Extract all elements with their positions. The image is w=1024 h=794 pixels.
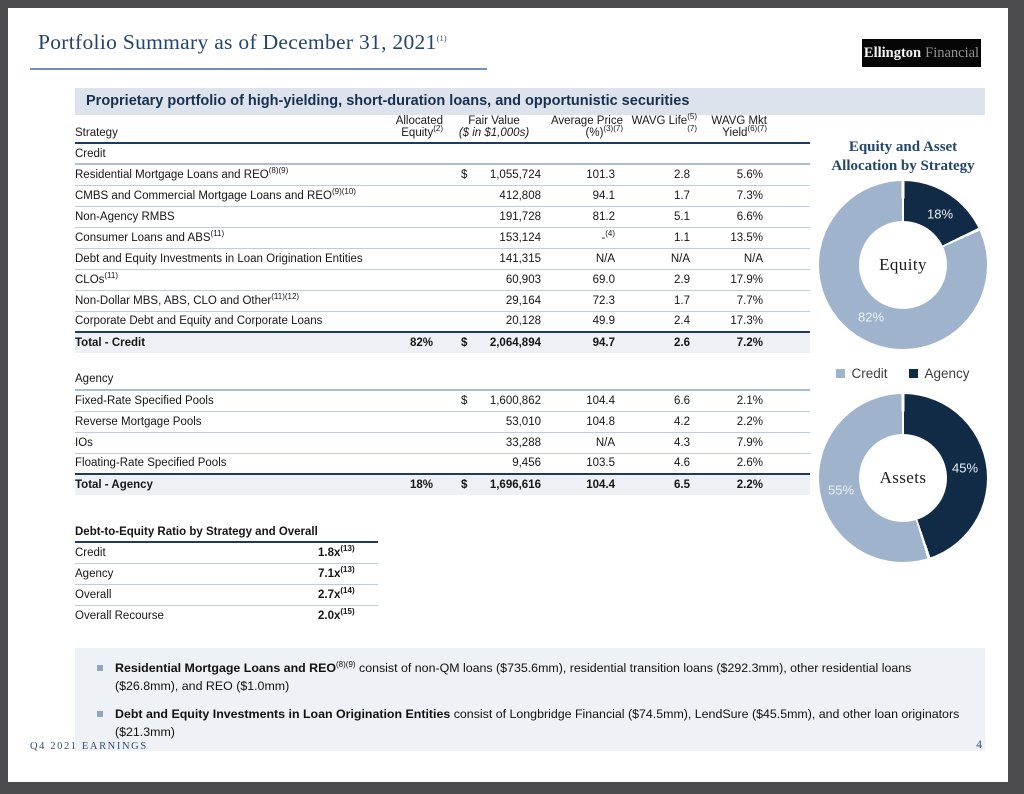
- section-credit: Credit: [75, 143, 810, 165]
- bullet-icon: [97, 710, 103, 717]
- footnotes-panel: Residential Mortgage Loans and REO(8)(9)…: [75, 648, 985, 752]
- slide: Portfolio Summary as of December 31, 202…: [8, 8, 1008, 782]
- table-row: Non-Agency RMBS 191,728 81.2 5.1 6.6%: [75, 206, 810, 228]
- agency-swatch-icon: [909, 369, 919, 378]
- table-row: Fixed-Rate Specified Pools $1,600,862 10…: [75, 390, 810, 412]
- chart-title: Equity and Asset Allocation by Strategy: [831, 139, 975, 174]
- col-header-wavg-mkt-yield: WAVG Mkt Yield(6)(7): [697, 115, 767, 144]
- col-header-average-price: Average Price (%)(3)(7): [545, 115, 623, 144]
- legend-item-agency: Agency: [909, 366, 970, 381]
- credit-swatch-icon: [836, 369, 846, 378]
- title-underline: [30, 68, 487, 70]
- logo-primary: Ellington: [863, 44, 922, 61]
- table-row: IOs 33,288 N/A 4.3 7.9%: [75, 432, 810, 454]
- table-row: CMBS and Commercial Mortgage Loans and R…: [75, 185, 810, 207]
- total-credit-row: Total - Credit 82% $2,064,894 94.7 2.6 7…: [75, 331, 810, 353]
- assets-center-label: Assets: [879, 467, 927, 487]
- col-header-wavg-life: WAVG Life(5)(7): [623, 113, 697, 144]
- assets-credit-pct-label: 55%: [827, 482, 855, 497]
- table-row: Credit 1.8x(13): [75, 542, 379, 564]
- equity-agency-pct-label: 18%: [926, 206, 954, 221]
- note-loan-origination: Debt and Equity Investments in Loan Orig…: [89, 705, 967, 742]
- equity-center-label: Equity: [879, 254, 927, 274]
- assets-donut-chart: 45% 55% Assets: [819, 393, 987, 562]
- table-row: Non-Dollar MBS, ABS, CLO and Other(11)(1…: [75, 290, 810, 312]
- table-row: CLOs(11) 60,903 69.0 2.9 17.9%: [75, 269, 810, 291]
- table-header-row: Strategy Allocated Equity(2) Fair Value …: [75, 113, 810, 144]
- assets-agency-pct-label: 45%: [951, 460, 979, 475]
- table-row: Floating-Rate Specified Pools 9,456 103.…: [75, 453, 810, 475]
- col-header-strategy: Strategy: [75, 115, 375, 144]
- page-title: Portfolio Summary as of December 31, 202…: [38, 30, 447, 54]
- equity-credit-pct-label: 82%: [857, 309, 885, 324]
- charts-panel: Equity and Asset Allocation by Strategy …: [807, 138, 999, 562]
- bullet-icon: [97, 665, 103, 671]
- table-row: Debt and Equity Investments in Loan Orig…: [75, 248, 810, 270]
- total-agency-row: Total - Agency 18% $1,696,616 104.4 6.5 …: [75, 473, 810, 495]
- portfolio-table: Strategy Allocated Equity(2) Fair Value …: [75, 113, 810, 495]
- footer-label: Q4 2021 EARNINGS: [30, 741, 148, 752]
- equity-donut-chart: 18% 82% Equity: [819, 180, 987, 349]
- table-row: Overall Recourse 2.0x(15): [75, 606, 355, 622]
- table-row: Corporate Debt and Equity and Corporate …: [75, 311, 810, 333]
- equity-donut-hole: Equity: [859, 220, 947, 309]
- note-residential: Residential Mortgage Loans and REO(8)(9)…: [89, 659, 967, 696]
- company-logo: Ellington Financial: [862, 39, 981, 67]
- assets-donut-hole: Assets: [859, 433, 947, 522]
- table-row: Consumer Loans and ABS(11) 153,124 -(4) …: [75, 227, 810, 249]
- chart-legend: Credit Agency: [807, 366, 999, 382]
- logo-secondary: Financial: [925, 44, 980, 61]
- legend-item-credit: Credit: [836, 366, 887, 381]
- col-header-allocated-equity: Allocated Equity(2): [375, 115, 443, 144]
- table-row: Reverse Mortgage Pools 53,010 104.8 4.2 …: [75, 411, 810, 433]
- banner-headline: Proprietary portfolio of high-yielding, …: [75, 88, 985, 115]
- section-agency: Agency: [75, 369, 810, 391]
- col-header-fair-value: Fair Value ($ in $1,000s): [443, 115, 545, 144]
- table-row: Agency 7.1x(13): [75, 563, 379, 585]
- table-row: Residential Mortgage Loans and REO(8)(9)…: [75, 164, 810, 186]
- table-row: Overall 2.7x(14): [75, 584, 379, 606]
- page-number: 4: [976, 739, 982, 751]
- title-footnote: (1): [436, 33, 447, 43]
- debt-to-equity-table: Debt-to-Equity Ratio by Strategy and Ove…: [75, 523, 379, 626]
- debt-to-equity-title: Debt-to-Equity Ratio by Strategy and Ove…: [75, 523, 379, 543]
